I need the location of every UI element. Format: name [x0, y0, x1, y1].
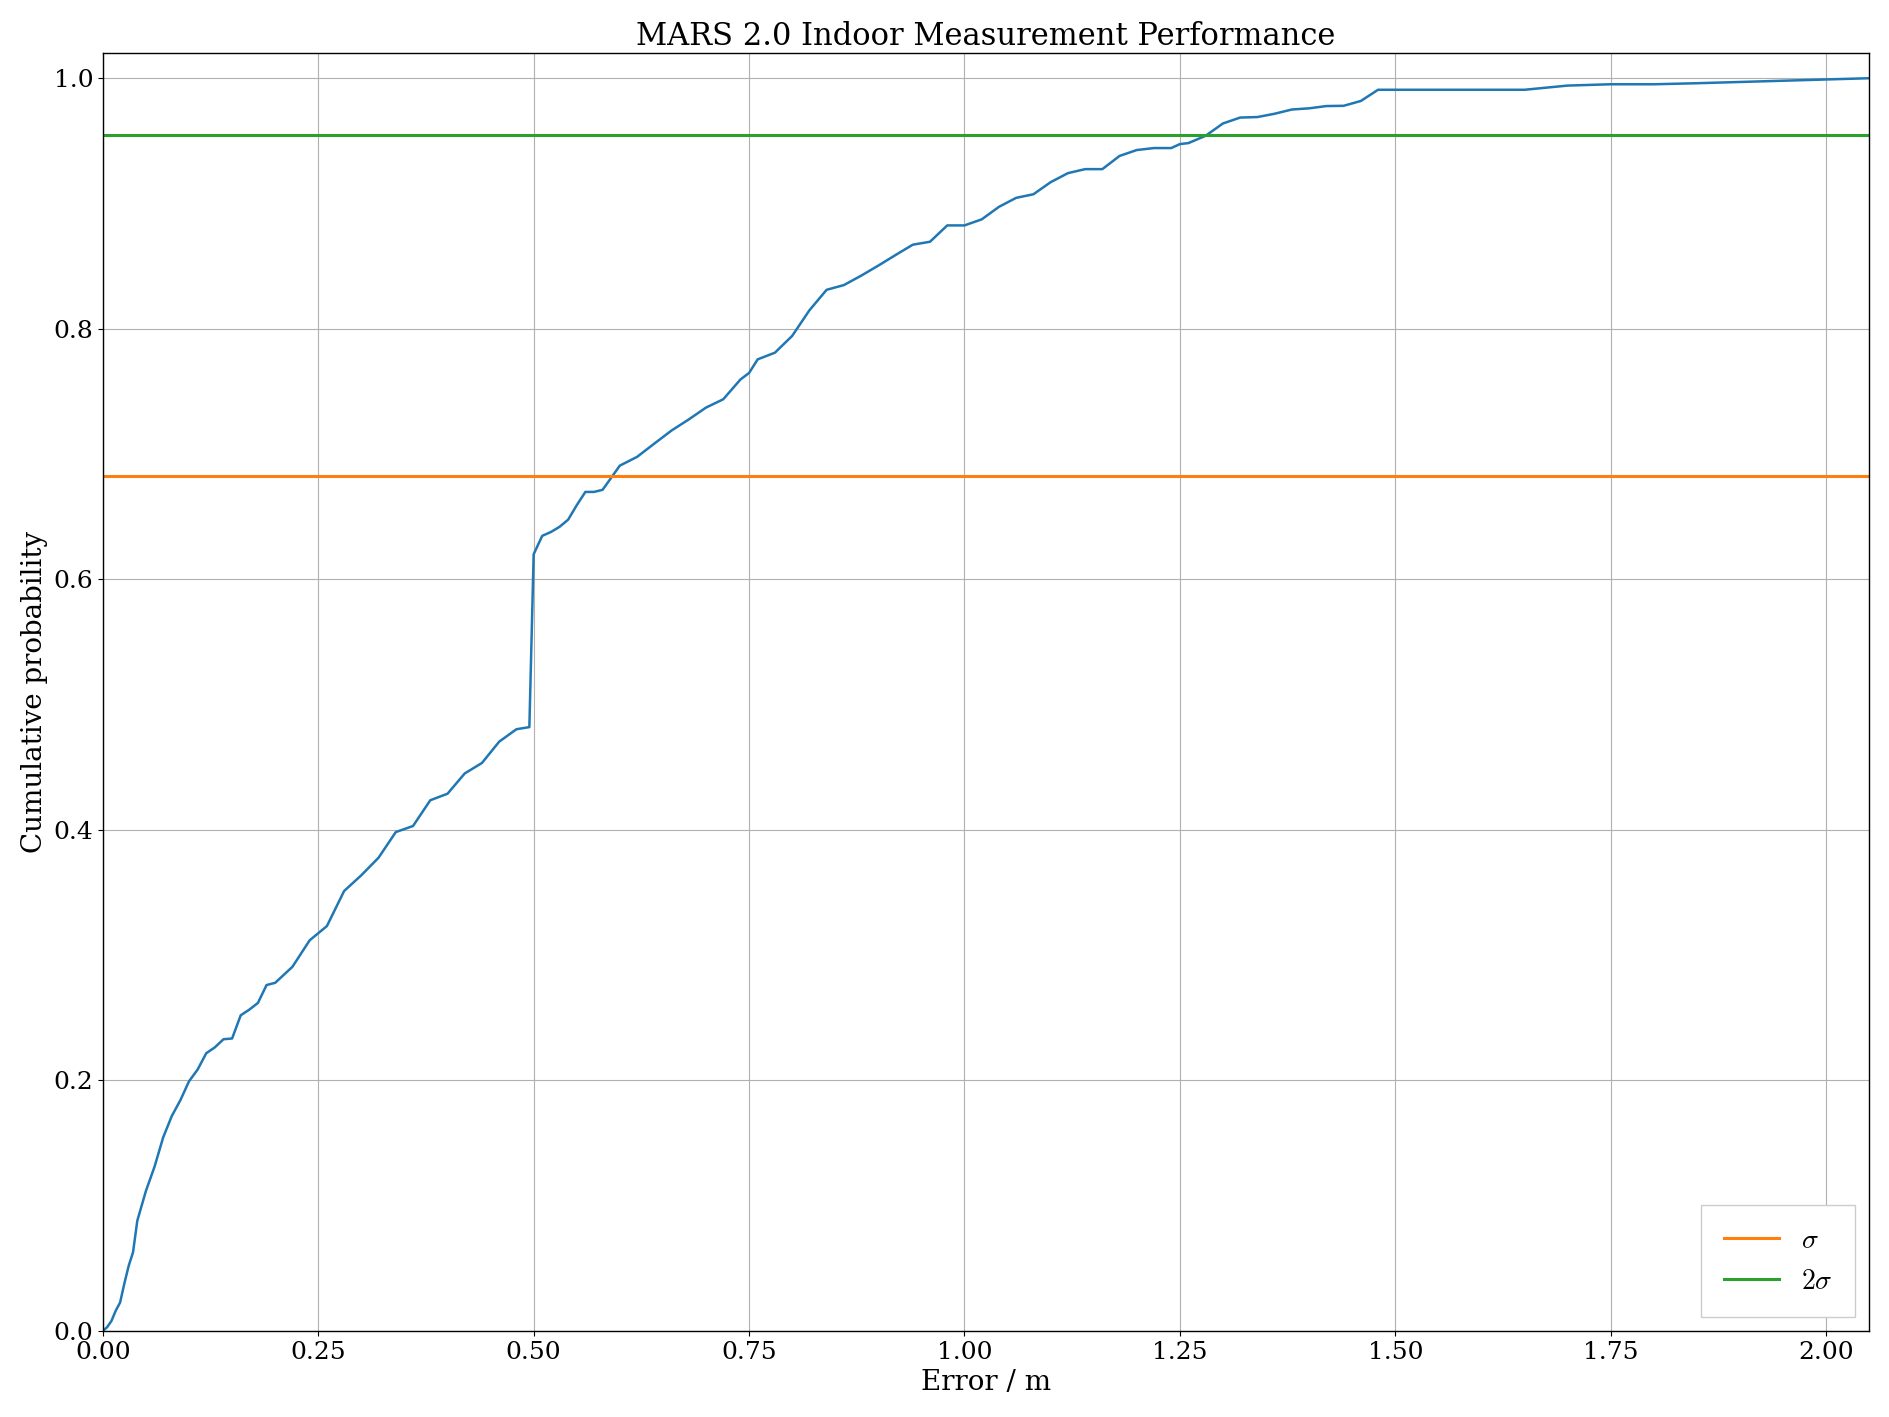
$\sigma$: [91, 468, 113, 485]
$\sigma$: [952, 468, 975, 485]
Legend: $\sigma$, $2\sigma$: $\sigma$, $2\sigma$: [1700, 1204, 1855, 1316]
$2\sigma$: [91, 126, 113, 143]
$2\sigma$: [952, 126, 975, 143]
X-axis label: Error / m: Error / m: [920, 1369, 1050, 1396]
Title: MARS 2.0 Indoor Measurement Performance: MARS 2.0 Indoor Measurement Performance: [637, 21, 1336, 52]
Y-axis label: Cumulative probability: Cumulative probability: [21, 531, 47, 853]
